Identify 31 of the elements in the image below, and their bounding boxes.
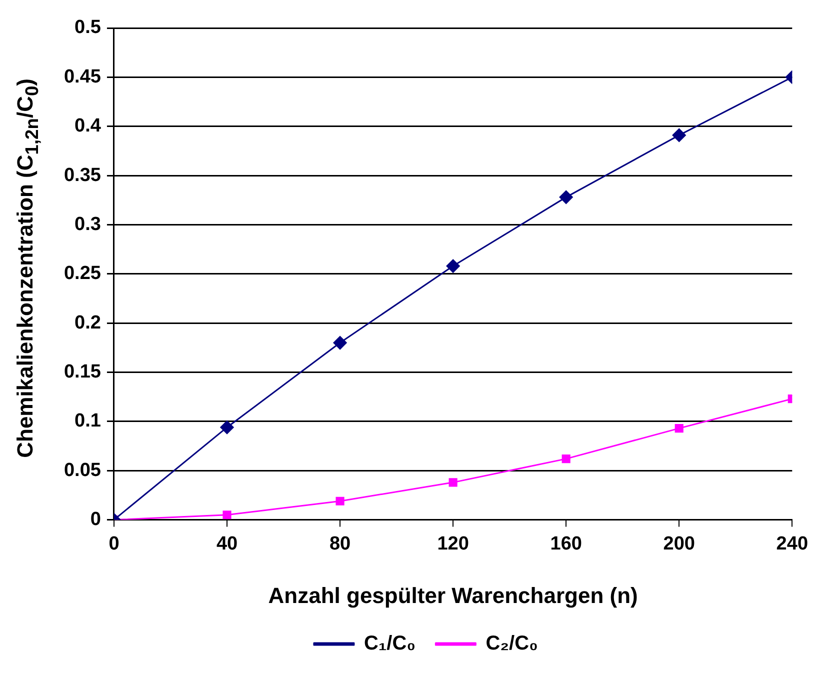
x-tick-label: 200 (663, 533, 695, 554)
y-tick-label: 0.35 (64, 164, 102, 186)
legend-label: C₂/C₀ (486, 632, 538, 655)
y-tick-label: 0.05 (64, 460, 102, 481)
point (448, 478, 458, 487)
point (562, 454, 570, 464)
y-tick-label: 0.4 (74, 116, 102, 137)
x-tick-label: 240 (776, 533, 808, 554)
y-tick-label: 0.15 (64, 361, 102, 382)
y-tick-label: 0.5 (74, 17, 102, 38)
y-tick-label: 0.2 (74, 312, 101, 334)
x-axis-title: Anzahl gespülter Warenchargen (n) (268, 582, 638, 608)
y-tick-label: 0.3 (74, 214, 101, 235)
x-tick-label: 120 (437, 533, 469, 554)
x-tick-label: 0 (108, 533, 120, 554)
point (672, 128, 686, 142)
y-tick-label: 0.1 (74, 410, 102, 432)
point (220, 420, 234, 434)
point (222, 510, 232, 520)
point (336, 496, 344, 506)
point (559, 190, 573, 204)
point (333, 336, 347, 350)
point (446, 259, 460, 273)
point (674, 424, 684, 433)
y-tick-label: 0.25 (64, 263, 102, 284)
x-tick-label: 40 (216, 533, 238, 554)
legend-label: C₁/C₀ (364, 632, 416, 655)
x-tick-label: 160 (550, 533, 582, 554)
x-tick-label: 80 (329, 533, 351, 554)
y-tick-label: 0.45 (64, 66, 102, 88)
y-tick-label: 0 (90, 509, 101, 530)
